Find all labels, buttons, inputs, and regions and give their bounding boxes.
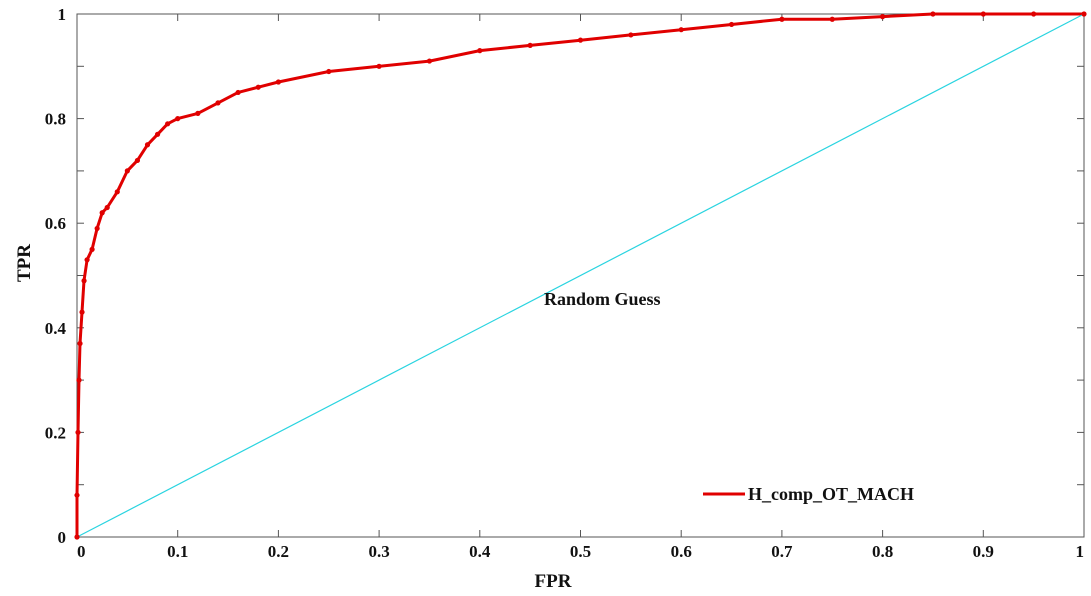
roc-curve-point xyxy=(165,121,171,127)
x-tick-label: 1 xyxy=(1076,542,1085,561)
x-tick-label: 0.3 xyxy=(368,542,389,561)
roc-curve-point xyxy=(154,131,161,137)
roc-curve-point xyxy=(628,32,634,38)
roc-curve-point xyxy=(477,48,483,54)
x-tick-label: 0.5 xyxy=(570,542,591,561)
x-tick-labels: 0 0.1 0.2 0.3 0.4 0.5 0.6 0.7 0.8 0.9 1 xyxy=(77,542,1084,561)
roc-curve-point xyxy=(84,257,90,263)
legend-label: H_comp_OT_MACH xyxy=(748,484,914,504)
roc-curve-line xyxy=(75,12,1086,539)
roc-curve-point xyxy=(94,225,100,232)
roc-curve-point xyxy=(195,110,201,116)
y-tick-labels: 0 0.2 0.4 0.6 0.8 1 xyxy=(45,5,67,547)
roc-curve-point xyxy=(829,16,835,22)
roc-curve-point xyxy=(81,278,87,284)
roc-curve-point xyxy=(527,42,533,48)
y-tick-label: 0.8 xyxy=(45,110,66,129)
roc-curve-point xyxy=(728,21,735,28)
x-tick-label: 0.9 xyxy=(973,542,994,561)
roc-curve-point xyxy=(880,14,886,20)
roc-curve-point xyxy=(577,37,584,43)
y-tick-label: 0.6 xyxy=(45,214,66,233)
roc-curve-point xyxy=(89,246,95,252)
roc-curve-point xyxy=(74,492,80,498)
x-tick-label: 0.2 xyxy=(268,542,289,561)
roc-curve-point xyxy=(275,79,281,85)
roc-curve-point xyxy=(76,377,82,383)
series-points xyxy=(74,11,1087,540)
x-tick-label: 0.4 xyxy=(469,542,491,561)
roc-curve-point xyxy=(104,204,110,211)
x-tick-label: 0.1 xyxy=(167,542,188,561)
roc-curve-point xyxy=(255,84,261,90)
y-tick-label: 0.2 xyxy=(45,423,66,442)
roc-curve-point xyxy=(114,189,120,195)
x-axis-label: FPR xyxy=(535,571,572,592)
y-tick-label: 0 xyxy=(58,528,67,547)
y-tick-label: 0.4 xyxy=(45,319,67,338)
roc-curve-point xyxy=(376,63,382,69)
y-axis-label: TPR xyxy=(14,244,35,282)
x-tick-label: 0.7 xyxy=(771,542,793,561)
random-guess-line xyxy=(76,13,1085,538)
roc-curve-point xyxy=(74,534,80,540)
roc-curve-point xyxy=(930,11,936,17)
roc-curve-point xyxy=(124,168,130,174)
roc-curve-point xyxy=(235,89,241,96)
roc-curve-point xyxy=(980,11,986,17)
roc-curve-point xyxy=(326,68,332,75)
roc-curve-point xyxy=(75,429,81,435)
roc-curve-point xyxy=(134,157,141,164)
roc-curve-point xyxy=(215,100,221,106)
roc-curve-point xyxy=(79,309,85,315)
x-tick-label: 0 xyxy=(77,542,86,561)
random-guess-annotation: Random Guess xyxy=(544,289,661,309)
y-tick-label: 1 xyxy=(58,5,67,24)
x-tick-label: 0.6 xyxy=(671,542,692,561)
roc-curve-point xyxy=(144,142,151,148)
roc-curve-point xyxy=(175,116,181,122)
roc-curve-point xyxy=(99,210,105,216)
roc-curve-point xyxy=(426,58,433,64)
legend: H_comp_OT_MACH xyxy=(703,484,914,504)
roc-curve-point xyxy=(779,16,785,22)
roc-curve-point xyxy=(77,340,83,347)
roc-curve-point xyxy=(678,27,684,33)
roc-curve-point xyxy=(1081,11,1087,17)
series-lines xyxy=(75,12,1086,539)
x-tick-label: 0.8 xyxy=(872,542,893,561)
roc-curve-point xyxy=(1031,11,1037,17)
